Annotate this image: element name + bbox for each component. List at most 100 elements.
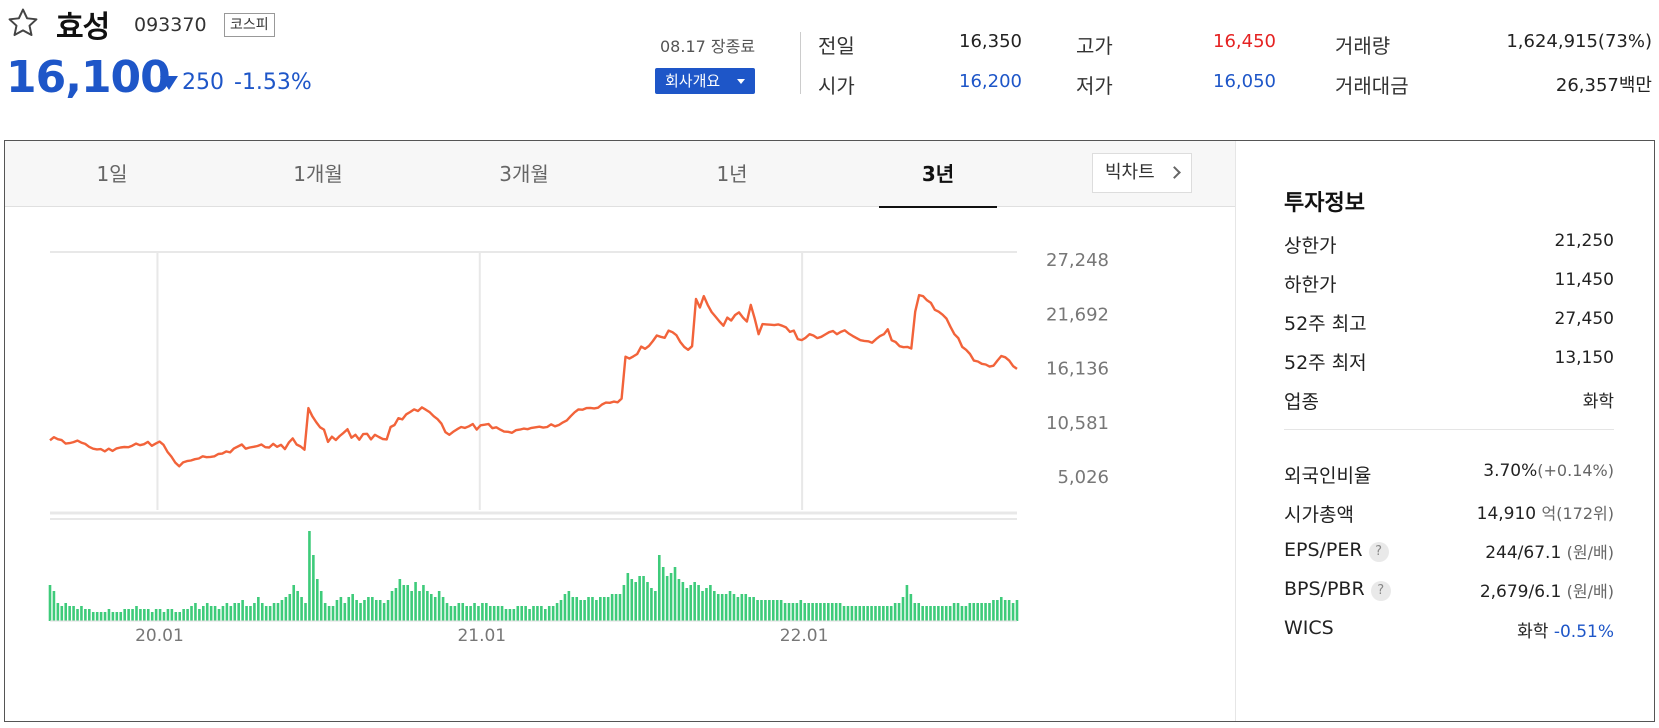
volume-bar <box>870 606 873 621</box>
price-chart[interactable]: 20.01 21.01 22.01 27,248 21,692 16,136 10,581 5… <box>5 207 1235 721</box>
volume-bar <box>52 591 56 621</box>
volume-bar <box>595 600 598 621</box>
eps-per-label: EPS/PER <box>1284 539 1363 561</box>
volume-bar <box>540 606 543 621</box>
volume-bar <box>657 555 661 621</box>
volume-bar <box>433 597 437 621</box>
volume-bar <box>807 603 810 621</box>
wics-row: WICS 화학 -0.51% <box>1284 617 1614 647</box>
volume-bar <box>575 597 579 621</box>
industry-value: 화학 <box>1582 392 1614 412</box>
volume-bar <box>555 603 559 621</box>
volume-bar <box>795 603 799 621</box>
prev-close-value: 16,350 <box>959 31 1022 52</box>
volume-bar <box>308 531 311 621</box>
high-label: 고가 <box>1076 34 1113 58</box>
stock-name: 효성 <box>56 10 110 45</box>
wics-label: WICS <box>1284 617 1334 639</box>
volume-bar <box>646 582 649 621</box>
volume-bar <box>846 606 850 621</box>
volume-bar <box>276 603 280 621</box>
help-icon[interactable]: ? <box>1368 542 1389 562</box>
tab-1month[interactable]: 1개월 <box>293 162 343 186</box>
volume-bar <box>760 600 763 621</box>
bps-pbr-number: 2,679/6.1 <box>1479 582 1562 602</box>
volume-bar <box>72 606 75 621</box>
trade-amount-value: 26,357백만 <box>1555 75 1652 96</box>
upper-limit-row: 상한가 21,250 <box>1284 231 1614 261</box>
volume-bar <box>123 609 126 621</box>
foreign-ratio-change: (+0.14%) <box>1537 461 1614 480</box>
volume-bar <box>300 597 303 621</box>
chevron-right-icon <box>1168 166 1181 179</box>
volume-bar <box>186 609 189 621</box>
volume-bar <box>547 606 551 621</box>
volume-bar <box>878 606 881 621</box>
volume-bar <box>948 606 952 621</box>
week52-high-label: 52주 최고 <box>1284 313 1367 335</box>
volume-bar <box>418 591 421 621</box>
volume-bar <box>622 585 626 621</box>
volume-bar <box>492 606 496 621</box>
bigchart-button[interactable]: 빅차트 <box>1092 153 1192 193</box>
volume-bar <box>205 603 209 621</box>
week52-high-row: 52주 최고 27,450 <box>1284 309 1614 339</box>
eps-per-unit: (원/배) <box>1566 543 1614 562</box>
y-tick-label: 21,692 <box>1046 304 1109 325</box>
volume-bar <box>166 609 170 621</box>
volume-bar <box>481 603 484 621</box>
volume-bar <box>768 600 771 621</box>
volume-bar <box>661 567 665 621</box>
volume-bar <box>485 603 488 621</box>
volume-bar <box>260 603 264 621</box>
wics-value: 화학 -0.51% <box>1517 617 1614 642</box>
volume-bar <box>905 585 909 621</box>
volume-bar <box>1011 603 1015 621</box>
eps-per-number: 244/67.1 <box>1485 543 1562 563</box>
volume-bar <box>316 579 319 621</box>
tab-3month[interactable]: 3개월 <box>499 162 549 186</box>
volume-bar <box>343 603 347 621</box>
chart-panel: 1일 1개월 3개월 1년 3년 빅차트 20.01 21.01 22.01 27,2… <box>4 140 1655 722</box>
volume-bar <box>917 603 921 621</box>
volume-bar <box>536 606 539 621</box>
favorite-star-icon[interactable] <box>6 6 40 40</box>
eps-per-label-wrap: EPS/PER? <box>1284 539 1389 562</box>
volume-bar <box>732 594 736 621</box>
help-icon[interactable]: ? <box>1370 581 1391 601</box>
volume-bar <box>614 594 618 621</box>
volume-bar <box>1007 600 1011 621</box>
market-badge: 코스피 <box>224 13 275 37</box>
volume-bar <box>351 594 354 621</box>
volume-bar <box>131 609 134 621</box>
y-tick-label: 16,136 <box>1046 359 1109 380</box>
current-price: 16,100 <box>6 52 171 103</box>
volume-bar <box>634 582 638 621</box>
market-cap-rank: (172위) <box>1556 504 1614 523</box>
bps-pbr-value: 2,679/6.1 (원/배) <box>1480 578 1614 602</box>
lower-limit-value: 11,450 <box>1554 270 1614 290</box>
tab-3year[interactable]: 3년 <box>879 141 997 208</box>
volume-bar <box>386 600 390 621</box>
company-overview-button[interactable]: 회사개요 <box>655 68 755 94</box>
volume-bar <box>457 603 461 621</box>
volume-bar <box>885 606 889 621</box>
volume-bar <box>394 588 398 621</box>
volume-bar <box>296 591 299 621</box>
info-divider <box>1284 429 1614 430</box>
volume-bar <box>209 606 213 621</box>
market-cap-row: 시가총액 14,910 억(172위) <box>1284 500 1614 530</box>
volume-bar <box>335 600 339 621</box>
volume-bar <box>198 609 201 621</box>
tab-1day[interactable]: 1일 <box>96 162 128 186</box>
volume-bar <box>842 606 846 621</box>
trade-date-status: 08.17 장종료 <box>660 37 756 56</box>
x-tick-label: 21.01 <box>457 626 506 646</box>
volume-bar <box>838 603 842 621</box>
tab-1year[interactable]: 1년 <box>716 162 748 186</box>
volume-bar <box>461 603 465 621</box>
volume-bar <box>323 603 327 621</box>
market-cap-unit: 억 <box>1541 504 1557 523</box>
open-label: 시가 <box>818 74 855 98</box>
volume-bar <box>803 603 807 621</box>
